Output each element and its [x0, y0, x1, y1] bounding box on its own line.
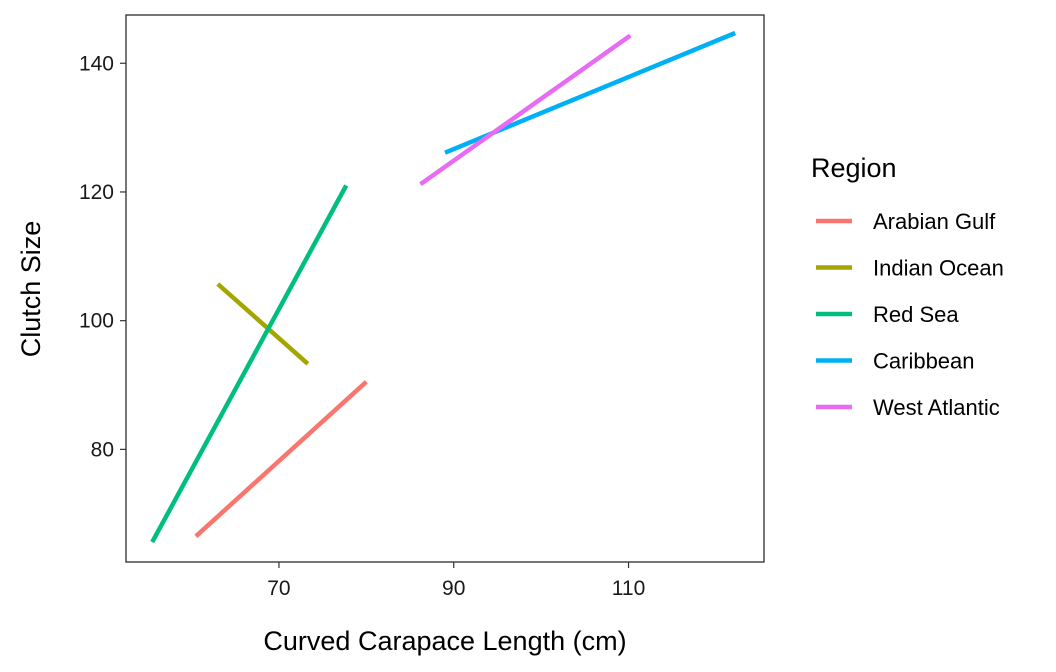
y-tick-label: 100 [79, 310, 114, 333]
x-tick-label: 70 [267, 577, 290, 600]
y-axis-title: Clutch Size [16, 221, 46, 358]
x-axis: 70 90 110 [267, 562, 645, 600]
series-line-red-sea [150, 184, 349, 544]
legend-label: Caribbean [873, 349, 975, 374]
series-line-arabian-gulf [194, 380, 368, 538]
series-line-west-atlantic [419, 33, 632, 187]
legend-label: Indian Ocean [873, 256, 1004, 281]
x-tick-label: 110 [612, 577, 645, 600]
legend-label: Red Sea [873, 302, 959, 327]
x-tick-label: 90 [442, 577, 465, 600]
series-line-indian-ocean [216, 282, 310, 366]
plot-panel [125, 14, 765, 563]
y-tick-label: 120 [79, 181, 114, 204]
legend-label: Arabian Gulf [873, 209, 996, 234]
y-axis: 80 100 120 140 [79, 52, 126, 461]
legend: Region Arabian Gulf Indian Ocean Red Sea Ca… [811, 153, 1004, 420]
legend-title: Region [811, 153, 897, 183]
y-tick-label: 80 [91, 438, 114, 461]
series-lines [150, 30, 737, 544]
legend-label: West Atlantic [873, 395, 1000, 420]
y-tick-label: 140 [79, 52, 114, 75]
x-axis-title: Curved Carapace Length (cm) [263, 626, 626, 656]
legend-items: Arabian Gulf Indian Ocean Red Sea Caribbean… [816, 209, 1004, 420]
